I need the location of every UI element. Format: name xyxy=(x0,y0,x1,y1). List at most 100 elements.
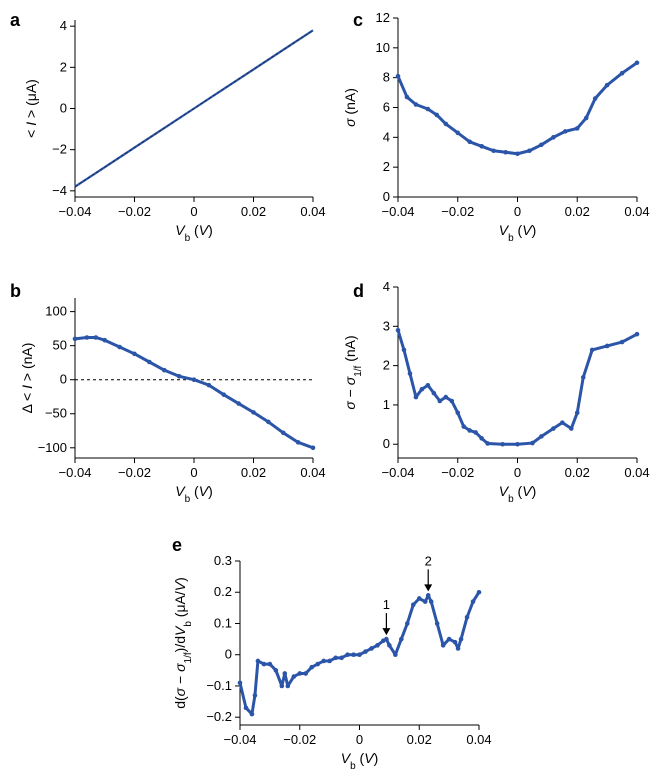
y-tick-label: 3 xyxy=(383,318,390,333)
data-point xyxy=(161,367,167,373)
data-point xyxy=(422,599,428,604)
data-point xyxy=(619,70,625,76)
data-point xyxy=(206,382,212,388)
data-point xyxy=(416,596,422,601)
y-tick-label: −2 xyxy=(52,142,67,157)
data-point xyxy=(363,649,368,654)
x-axis-title: Vb (V) xyxy=(499,483,536,505)
x-tick-label: −0.04 xyxy=(59,204,92,219)
data-point xyxy=(467,139,473,145)
data-point xyxy=(503,149,508,155)
data-point xyxy=(452,639,458,645)
x-tick-label: 0 xyxy=(514,465,521,480)
data-point xyxy=(249,711,255,717)
y-tick-label: 6 xyxy=(383,100,390,115)
data-point xyxy=(395,327,401,333)
data-point xyxy=(407,371,413,376)
data-point xyxy=(464,614,470,620)
x-tick-label: −0.02 xyxy=(283,732,316,747)
y-tick-label: 0.1 xyxy=(214,615,232,630)
data-point xyxy=(251,410,256,415)
y-tick-label: 1 xyxy=(383,397,390,412)
data-point xyxy=(327,658,332,664)
data-point xyxy=(132,351,137,357)
data-point xyxy=(339,655,344,661)
panel-letter: d xyxy=(353,281,364,301)
data-point xyxy=(419,386,425,392)
data-point xyxy=(345,652,350,658)
x-tick-label: −0.02 xyxy=(441,204,474,219)
data-point xyxy=(369,646,374,651)
data-point xyxy=(273,668,279,673)
y-tick-label: −100 xyxy=(38,440,67,455)
data-point xyxy=(473,430,478,435)
data-point xyxy=(405,621,410,626)
y-axis-title: d(σ − σ1/f)/dVb (μA/V) xyxy=(172,577,194,709)
data-point xyxy=(431,390,437,396)
annotation-arrow-head xyxy=(382,628,391,636)
data-point xyxy=(434,112,440,118)
data-point xyxy=(551,426,556,431)
data-point xyxy=(592,96,598,101)
y-tick-label: 0 xyxy=(383,189,390,204)
data-point xyxy=(485,441,490,446)
data-point xyxy=(351,652,356,658)
data-point xyxy=(440,643,446,648)
x-tick-label: 0.04 xyxy=(300,465,325,480)
x-axis-title: Vb (V) xyxy=(175,222,212,244)
data-point xyxy=(560,420,565,425)
data-point xyxy=(93,335,99,340)
data-point xyxy=(634,331,640,337)
data-point xyxy=(580,375,586,380)
data-point xyxy=(458,636,464,642)
data-point xyxy=(500,441,505,447)
x-tick-label: 0 xyxy=(514,204,521,219)
data-point xyxy=(604,82,610,88)
y-tick-label: −50 xyxy=(45,406,67,421)
y-tick-label: 0.3 xyxy=(214,553,232,568)
x-tick-label: −0.04 xyxy=(382,465,415,480)
chart-panel-a: a −0.04 −0.02 0 0.02 0.04 −4 −2 0 2 4 Vb (V) < I > (… xyxy=(10,10,326,244)
y-tick-label: 4 xyxy=(60,18,67,33)
x-tick-label: 0 xyxy=(190,204,197,219)
data-point xyxy=(261,661,267,667)
data-point xyxy=(243,705,249,711)
y-axis-title: Δ < I > (nA) xyxy=(19,343,35,414)
x-tick-label: −0.02 xyxy=(441,465,474,480)
x-tick-label: 0.04 xyxy=(300,204,325,219)
y-tick-label: 100 xyxy=(45,304,67,319)
data-point xyxy=(280,430,286,436)
series-trace xyxy=(396,329,638,446)
data-point xyxy=(285,683,291,689)
data-point xyxy=(589,347,595,353)
data-point xyxy=(266,419,271,425)
data-point xyxy=(491,148,496,154)
x-tick-label: 0.04 xyxy=(624,204,649,219)
y-tick-label: 4 xyxy=(383,279,390,294)
data-point xyxy=(619,339,625,345)
data-point xyxy=(310,445,316,451)
data-point xyxy=(84,335,90,340)
y-tick-label: 8 xyxy=(383,70,390,85)
data-point xyxy=(399,636,404,642)
data-point xyxy=(252,693,258,698)
data-point xyxy=(279,683,285,689)
data-point xyxy=(446,636,452,642)
data-point xyxy=(395,73,401,79)
data-point xyxy=(461,424,467,429)
data-point xyxy=(315,661,320,667)
data-point xyxy=(295,440,301,445)
panel-letter: b xyxy=(10,281,21,301)
data-point xyxy=(147,359,152,365)
y-tick-label: 10 xyxy=(376,40,390,55)
data-point xyxy=(515,441,520,447)
data-point xyxy=(479,143,484,149)
x-tick-label: 0.02 xyxy=(407,732,432,747)
data-point xyxy=(425,106,431,112)
series-trace xyxy=(396,61,638,156)
data-point xyxy=(455,646,461,651)
data-point xyxy=(568,426,574,431)
y-tick-label: 0 xyxy=(60,101,67,116)
y-tick-label: 0 xyxy=(225,647,232,662)
y-axis-title: < I > (μA) xyxy=(23,79,39,138)
